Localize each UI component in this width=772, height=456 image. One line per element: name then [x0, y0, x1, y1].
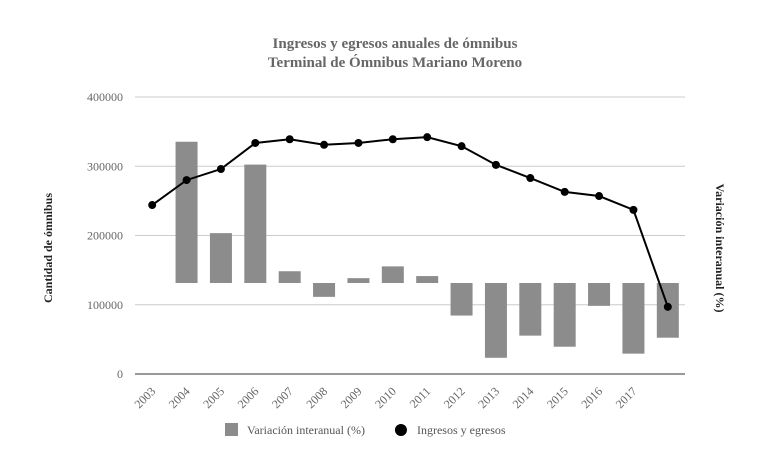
point — [423, 133, 432, 142]
bar — [209, 233, 232, 284]
bar — [313, 283, 336, 297]
chart-title: Ingresos y egresos anuales de ómnibus — [273, 36, 518, 52]
bar — [484, 283, 507, 358]
point — [320, 140, 329, 149]
bar — [175, 141, 198, 284]
bar — [244, 164, 267, 284]
bar — [588, 283, 611, 306]
y-tick-label: 300000 — [87, 159, 123, 173]
bar — [278, 271, 301, 284]
point — [285, 135, 294, 144]
legend-swatch — [394, 424, 407, 436]
y-tick-label: 400000 — [87, 90, 123, 104]
y-tick-label: 0 — [117, 367, 123, 381]
point — [182, 176, 191, 185]
point — [491, 160, 500, 169]
point — [251, 138, 260, 147]
y-axis-label: Cantidad de ómnibus — [41, 193, 55, 303]
bar — [347, 278, 370, 284]
legend-label: Variación interanual (%) — [247, 423, 365, 437]
chart-subtitle: Terminal de Ómnibus Mariano Moreno — [268, 54, 522, 71]
point — [388, 135, 397, 144]
point — [148, 201, 157, 210]
point — [560, 187, 569, 196]
line — [151, 136, 669, 308]
point — [663, 302, 672, 311]
bar — [450, 283, 473, 316]
bar — [416, 276, 439, 284]
point — [216, 165, 225, 174]
y2-axis-label: Variación interanual (%) — [713, 184, 727, 313]
point — [354, 138, 363, 147]
y-tick-label: 100000 — [87, 298, 123, 312]
bar — [622, 283, 645, 354]
bar — [519, 283, 542, 336]
legend-swatch — [225, 423, 238, 436]
point — [526, 174, 535, 183]
point — [457, 142, 466, 151]
bar — [553, 283, 576, 347]
bar — [381, 266, 404, 284]
point — [629, 205, 638, 214]
legend-label: Ingresos y egresos — [417, 423, 506, 437]
point — [595, 192, 604, 201]
y-tick-label: 200000 — [87, 229, 123, 243]
